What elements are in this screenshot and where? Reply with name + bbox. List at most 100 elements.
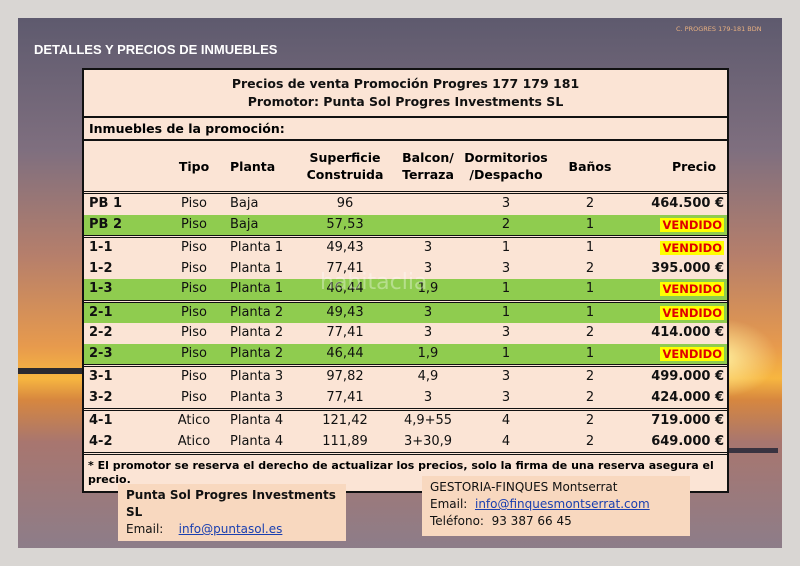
cell: 2-2: [89, 325, 113, 340]
price: VENDIDO: [660, 305, 724, 320]
table-row: PB 1 Piso Baja 96 3 2 464.500 €: [84, 194, 727, 215]
price-table: Precios de venta Promoción Progres 177 1…: [82, 68, 729, 493]
watermark: habitaclia: [320, 270, 428, 295]
cell: 1,9: [417, 281, 439, 296]
cell: 1: [585, 240, 595, 255]
cell: PB 2: [89, 216, 123, 232]
column-header: Planta: [230, 158, 275, 175]
cell: Piso: [181, 240, 207, 255]
cell: 3: [423, 240, 433, 255]
table-row: 2-3 Piso Planta 2 46,44 1,9 1 1 VENDIDO: [84, 343, 727, 364]
row-group: 2-1 Piso Planta 2 49,43 3 1 1 VENDIDO 2-2 Piso Pla…: [84, 302, 727, 367]
table-row: 4-1 Atico Planta 4 121,42 4,9+55 4 2 719.000 €: [84, 411, 727, 432]
cell: 77,41: [326, 325, 364, 340]
cell: Planta 2: [230, 325, 284, 340]
cell: 1: [585, 304, 595, 320]
cell: Piso: [181, 345, 207, 361]
cell: 2: [585, 389, 595, 405]
price: VENDIDO: [660, 346, 724, 361]
cell: Planta 1: [230, 240, 284, 255]
contact-email: Email: info@finquesmontserrat.com: [430, 496, 682, 513]
cell: 1: [501, 345, 511, 361]
price: 414.000 €: [651, 325, 724, 340]
table-row: 3-2 Piso Planta 3 77,41 3 3 2 424.000 €: [84, 387, 727, 408]
cell: Planta 4: [230, 413, 284, 428]
cell: Atico: [177, 433, 211, 449]
column-header: Balcon/Terraza: [378, 149, 478, 183]
cell: 3: [501, 325, 511, 340]
cell: 2: [585, 413, 595, 428]
cell: 3: [501, 196, 511, 211]
cell: 3: [423, 325, 433, 340]
cell: 2-1: [89, 304, 113, 320]
cell: 3: [423, 304, 433, 320]
contact-email: Email: info@puntasol.es: [126, 521, 338, 538]
cell: 49,43: [326, 240, 364, 255]
contact-name: Punta Sol Progres Investments SL: [126, 488, 336, 519]
page-title: DETALLES Y PRECIOS DE INMUEBLES: [34, 42, 278, 57]
cell: 3: [423, 260, 433, 276]
cell: Piso: [181, 281, 207, 296]
price: 464.500 €: [651, 196, 724, 211]
email-link[interactable]: info@puntasol.es: [178, 522, 283, 536]
cell: 4-1: [89, 413, 113, 428]
cell: 2: [585, 325, 595, 340]
cell: Planta 1: [230, 260, 284, 276]
cell: 4: [501, 433, 511, 449]
label: Email:: [430, 497, 468, 511]
contact-card: Punta Sol Progres Investments SL Email: …: [118, 484, 346, 541]
column-header: Precio: [644, 158, 744, 175]
table-titles: Precios de venta Promoción Progres 177 1…: [84, 70, 727, 118]
column-header: Superficie Construida: [295, 149, 395, 183]
row-group: 3-1 Piso Planta 3 97,82 4,9 3 2 499.000 € 3-2 Pis…: [84, 367, 727, 411]
email-link[interactable]: info@finquesmontserrat.com: [474, 497, 650, 511]
cell: 57,53: [326, 216, 364, 232]
cell: 3: [501, 260, 511, 276]
cell: 1: [585, 281, 595, 296]
header-line: /Despacho: [469, 167, 543, 182]
section-label: Inmuebles de la promoción:: [84, 118, 727, 141]
cell: 2: [501, 216, 511, 232]
table-row: 3-1 Piso Planta 3 97,82 4,9 3 2 499.000 €: [84, 367, 727, 388]
label: Email:: [126, 522, 164, 536]
cell: Atico: [177, 413, 211, 428]
cell: 2: [585, 369, 595, 384]
table-row: 1-2 Piso Planta 1 77,41 3 3 2 395.000 €: [84, 258, 727, 279]
cell: PB 1: [89, 196, 123, 211]
cell: 3+30,9: [403, 433, 453, 449]
table-row: 2-1 Piso Planta 2 49,43 3 1 1 VENDIDO: [84, 302, 727, 323]
header-line: Planta: [230, 159, 276, 174]
cell: 121,42: [322, 413, 368, 428]
cell: 77,41: [326, 389, 364, 405]
price: 424.000 €: [651, 389, 724, 405]
label: Teléfono:: [430, 514, 484, 528]
column-header: Tipo: [144, 158, 244, 175]
cell: Planta 1: [230, 281, 284, 296]
cell: 1-3: [89, 281, 113, 296]
price: VENDIDO: [660, 282, 724, 296]
row-group: PB 1 Piso Baja 96 3 2 464.500 € PB 2 Piso Baja 57,…: [84, 194, 727, 238]
contact-card: GESTORIA-FINQUES Montserrat Email: info@…: [422, 476, 690, 536]
row-group: 1-1 Piso Planta 1 49,43 3 1 1 VENDIDO 1-2 Piso Pla…: [84, 238, 727, 303]
price: 499.000 €: [651, 369, 724, 384]
cell: 1: [585, 345, 595, 361]
contact-phone: Teléfono: 93 387 66 45: [430, 513, 682, 530]
cell: 1-2: [89, 260, 113, 276]
cell: 2-3: [89, 345, 113, 361]
cell: Piso: [181, 216, 207, 232]
table-body: PB 1 Piso Baja 96 3 2 464.500 € PB 2 Piso Baja 57,…: [84, 194, 727, 455]
pier: [18, 368, 108, 374]
cell: 2: [585, 260, 595, 276]
cell: 4,9+55: [403, 413, 453, 428]
header-line: Terraza: [402, 167, 454, 182]
cell: 4-2: [89, 433, 113, 449]
row-group: 4-1 Atico Planta 4 121,42 4,9+55 4 2 719.000 €4…: [84, 411, 727, 455]
column-header: Dormitorios/Despacho: [456, 149, 556, 183]
cell: Planta 2: [230, 345, 284, 361]
cell: Piso: [181, 260, 207, 276]
cell: 77,41: [326, 260, 364, 276]
table-subtitle: Promotor: Punta Sol Progres Investments …: [247, 94, 564, 109]
table-title: Precios de venta Promoción Progres 177 1…: [231, 76, 580, 91]
column-header: Baños: [540, 158, 640, 175]
cell: 1: [501, 281, 511, 296]
